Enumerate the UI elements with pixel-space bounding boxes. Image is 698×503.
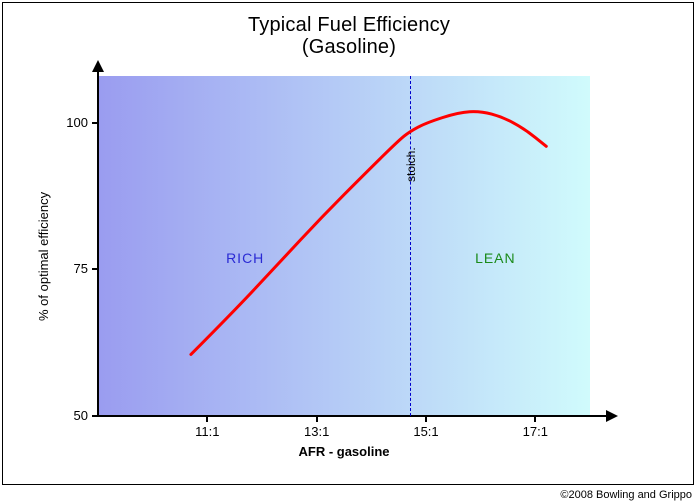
curve-path [191,112,546,355]
chart-frame: Typical Fuel Efficiency (Gasoline) 50751… [0,0,698,503]
efficiency-curve [0,0,698,503]
copyright-text: ©2008 Bowling and Grippo [560,489,692,501]
